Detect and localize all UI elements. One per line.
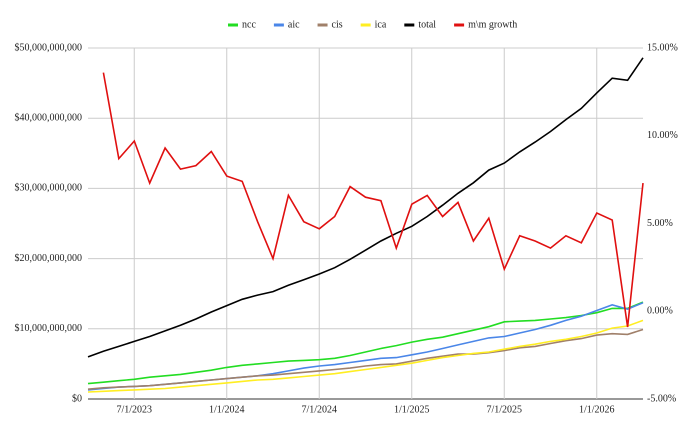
series-line xyxy=(87,57,644,358)
series-line xyxy=(102,72,644,328)
y2-tick-label: -5.00% xyxy=(647,393,676,404)
series-line xyxy=(87,301,644,385)
legend-label: cis xyxy=(332,19,343,30)
y-tick-label: $30,000,000,000 xyxy=(15,183,83,194)
y2-tick-label: 0.00% xyxy=(647,306,673,317)
y2-tick-label: 5.00% xyxy=(647,218,673,229)
y-tick-label: $10,000,000,000 xyxy=(15,323,83,334)
legend-label: ncc xyxy=(242,19,256,30)
series-line xyxy=(87,328,644,390)
legend-label: total xyxy=(418,19,436,30)
y-tick-label: $40,000,000,000 xyxy=(15,112,83,123)
x-tick-label: 7/1/2025 xyxy=(486,404,522,415)
x-tick-label: 7/1/2024 xyxy=(301,404,337,415)
legend-label: ica xyxy=(375,19,387,30)
x-tick-label: 1/1/2024 xyxy=(209,404,245,415)
x-tick-label: 7/1/2023 xyxy=(116,404,152,415)
x-tick-label: 1/1/2026 xyxy=(579,404,615,415)
y-tick-label: $0 xyxy=(72,393,82,404)
y-tick-label: $20,000,000,000 xyxy=(15,253,83,264)
y2-tick-label: 15.00% xyxy=(647,42,678,53)
y-tick-label: $50,000,000,000 xyxy=(15,42,83,53)
series-line xyxy=(87,319,644,393)
legend-label: aic xyxy=(288,19,300,30)
legend-label: m\m growth xyxy=(468,19,517,30)
x-tick-label: 1/1/2025 xyxy=(394,404,430,415)
y2-tick-label: 10.00% xyxy=(647,130,678,141)
series-line xyxy=(87,302,644,391)
